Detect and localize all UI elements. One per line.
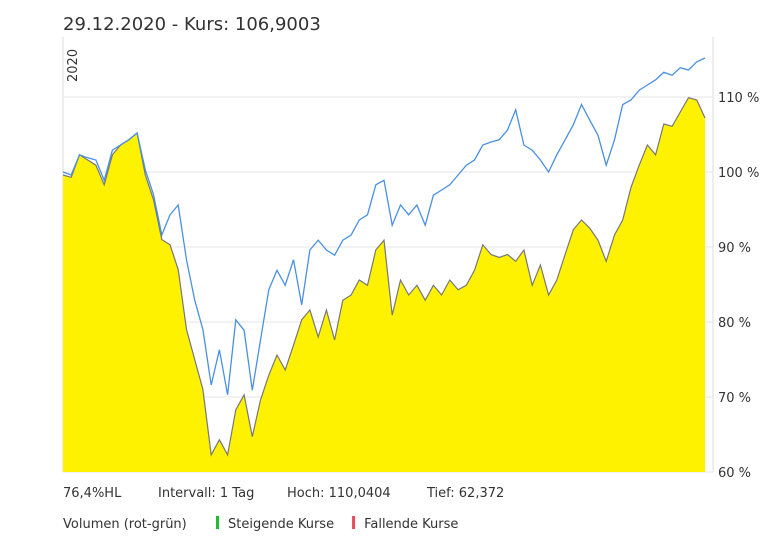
line [62,57,706,395]
stat-high: Hoch: 110,0404 [287,486,391,501]
y-tick-label: 90 % [718,241,751,256]
y-tick-label: 70 % [718,391,751,406]
y-tick-label: 100 % [718,166,759,181]
volume-label: Volumen (rot-grün) [63,517,187,532]
area [63,97,705,472]
y-tick-label: 110 % [718,91,759,106]
header-title: 29.12.2020 - Kurs: 106,9003 [63,14,321,35]
period-label: 2020 [66,49,81,82]
legend-swatch [216,516,219,529]
stat-interval: Intervall: 1 Tag [158,486,254,501]
legend-label: Fallende Kurse [364,517,458,532]
legend-label: Steigende Kurse [228,517,334,532]
y-tick-label: 60 % [718,466,751,481]
area-outline [62,96,706,457]
legend-swatch [352,516,356,529]
y-tick-label: 80 % [718,316,751,331]
stat-low: Tief: 62,372 [426,486,504,501]
stat-range: 76,4%HL [63,486,122,501]
